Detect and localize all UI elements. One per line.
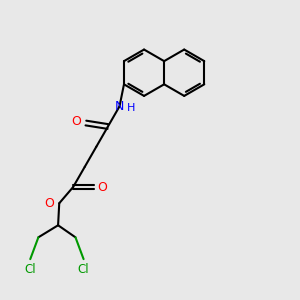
Text: Cl: Cl [25, 263, 36, 276]
Text: N: N [115, 100, 124, 113]
Text: O: O [98, 181, 107, 194]
Text: O: O [44, 197, 54, 210]
Text: Cl: Cl [78, 263, 89, 276]
Text: O: O [72, 115, 81, 128]
Text: H: H [127, 103, 135, 113]
